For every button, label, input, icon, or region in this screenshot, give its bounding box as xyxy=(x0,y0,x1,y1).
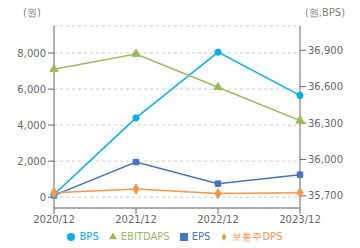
svg-text:0: 0 xyxy=(40,192,46,203)
svg-text:2023/12: 2023/12 xyxy=(279,214,321,225)
svg-text:4,000: 4,000 xyxy=(17,120,46,131)
svg-text:36,300: 36,300 xyxy=(308,118,343,129)
svg-text:(원): (원) xyxy=(23,7,41,18)
svg-text:2020/12: 2020/12 xyxy=(33,214,75,225)
svg-text:35,700: 35,700 xyxy=(308,190,343,201)
svg-text:36,000: 36,000 xyxy=(308,154,343,165)
html-text:EPS: EPS xyxy=(191,231,211,242)
svg-text:2021/12: 2021/12 xyxy=(115,214,157,225)
svg-text:2,000: 2,000 xyxy=(17,156,46,167)
svg-text:36,900: 36,900 xyxy=(308,45,343,56)
html-text:BPS: BPS xyxy=(79,231,99,242)
svg-text:36,600: 36,600 xyxy=(308,81,343,92)
svg-text:8,000: 8,000 xyxy=(17,48,46,59)
svg-text:(원,BPS): (원,BPS) xyxy=(305,7,345,18)
html-text:EBITDAPS: EBITDAPS xyxy=(120,231,170,242)
svg-text:6,000: 6,000 xyxy=(17,84,46,95)
svg-text:2022/12: 2022/12 xyxy=(197,214,239,225)
html-text:보통주DPS: 보통주DPS xyxy=(232,231,283,242)
